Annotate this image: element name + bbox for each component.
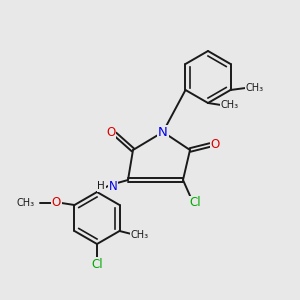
Text: O: O: [106, 127, 116, 140]
Text: O: O: [210, 139, 220, 152]
Text: N: N: [109, 179, 118, 193]
Text: O: O: [52, 196, 61, 209]
Text: Cl: Cl: [189, 196, 201, 209]
Text: N: N: [158, 125, 168, 139]
Text: CH₃: CH₃: [16, 198, 34, 208]
Text: CH₃: CH₃: [130, 230, 148, 240]
Text: H: H: [97, 181, 105, 191]
Text: CH₃: CH₃: [245, 83, 264, 93]
Text: Cl: Cl: [91, 257, 103, 271]
Text: CH₃: CH₃: [221, 100, 239, 110]
